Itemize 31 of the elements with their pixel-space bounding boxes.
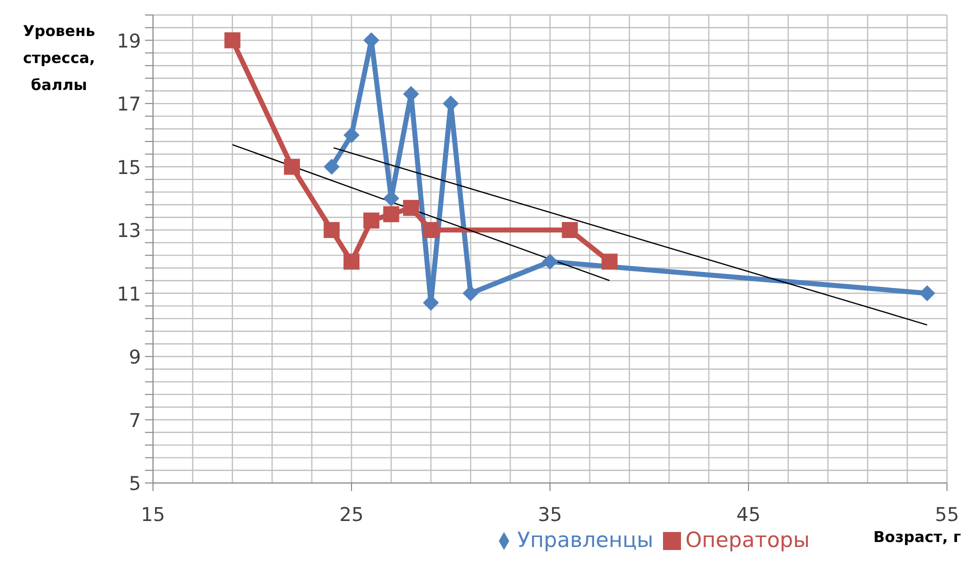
- y-tick-label: 11: [116, 283, 141, 306]
- y-tick-label: 5: [128, 473, 141, 495]
- x-tick-label: 45: [736, 504, 761, 526]
- x-axis-title: Возраст, г: [873, 528, 961, 546]
- point: [602, 254, 618, 270]
- point: [383, 206, 400, 222]
- y-axis-title: Уровень стресса, баллы: [22, 21, 96, 96]
- y-tick-label: 17: [116, 94, 141, 116]
- point: [344, 127, 360, 144]
- y-tick-label: 7: [128, 410, 141, 432]
- x-tick-label: 55: [934, 504, 960, 526]
- y-tick-label: 9: [128, 346, 141, 369]
- point: [462, 285, 479, 302]
- y-tick-label: 19: [116, 30, 141, 52]
- point: [324, 222, 340, 238]
- point: [562, 222, 578, 238]
- point: [363, 212, 380, 229]
- point: [324, 158, 340, 175]
- legend-label: Управленцы: [517, 528, 654, 552]
- point: [542, 254, 558, 270]
- legend-label: Операторы: [685, 528, 810, 552]
- point: [919, 285, 936, 302]
- point: [224, 32, 240, 48]
- point: [284, 158, 300, 175]
- y-tick-label: 13: [116, 220, 141, 242]
- x-tick-label: 25: [339, 504, 364, 526]
- point: [344, 254, 360, 270]
- point: [422, 222, 439, 238]
- y-tick-label: 15: [116, 156, 141, 179]
- point: [403, 200, 420, 216]
- x-tick-label: 35: [538, 504, 562, 526]
